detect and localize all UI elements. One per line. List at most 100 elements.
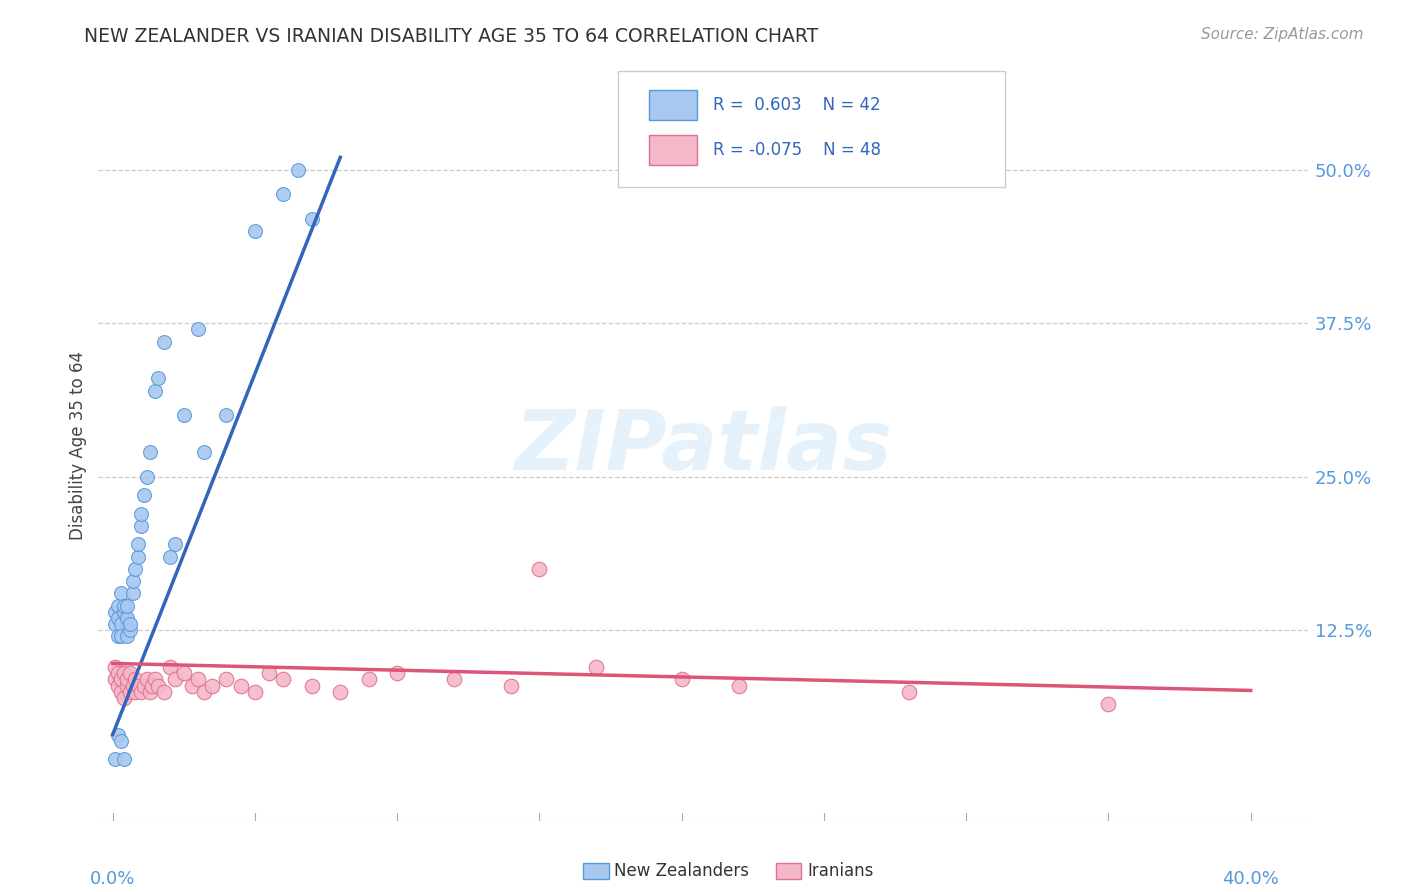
Point xyxy=(301,211,323,226)
Point xyxy=(104,617,127,632)
Text: Iranians: Iranians xyxy=(807,862,873,880)
Point xyxy=(243,684,266,698)
Point xyxy=(138,684,160,698)
Point xyxy=(110,684,132,698)
Point xyxy=(104,752,127,766)
Point xyxy=(115,599,138,613)
Point xyxy=(118,617,141,632)
Point xyxy=(104,660,127,674)
Point xyxy=(181,679,204,693)
Text: NEW ZEALANDER VS IRANIAN DISABILITY AGE 35 TO 64 CORRELATION CHART: NEW ZEALANDER VS IRANIAN DISABILITY AGE … xyxy=(84,27,818,45)
Point xyxy=(898,684,921,698)
Point xyxy=(193,445,215,459)
Point xyxy=(146,679,169,693)
Point xyxy=(257,666,280,681)
Point xyxy=(215,409,238,423)
Text: Source: ZipAtlas.com: Source: ZipAtlas.com xyxy=(1201,27,1364,42)
Point xyxy=(187,673,209,687)
Point xyxy=(104,605,127,619)
Point xyxy=(118,666,141,681)
Point xyxy=(201,679,224,693)
Point xyxy=(146,371,169,385)
Point xyxy=(499,679,522,693)
Point xyxy=(110,586,132,600)
Point xyxy=(329,684,352,698)
Point xyxy=(107,679,129,693)
Point xyxy=(124,562,146,576)
Point xyxy=(118,624,141,638)
Point xyxy=(159,549,181,564)
Point xyxy=(273,673,295,687)
Point xyxy=(112,605,135,619)
Point xyxy=(153,334,176,349)
Point xyxy=(727,679,749,693)
Point xyxy=(124,684,146,698)
Point xyxy=(121,586,143,600)
Point xyxy=(115,673,138,687)
Text: ZIPatlas: ZIPatlas xyxy=(515,406,891,486)
Point xyxy=(273,187,295,202)
Point xyxy=(141,679,163,693)
Point xyxy=(287,162,309,177)
Point xyxy=(112,752,135,766)
Point xyxy=(193,684,215,698)
Point xyxy=(135,469,157,483)
Point xyxy=(118,684,141,698)
Point xyxy=(138,445,160,459)
Point xyxy=(115,629,138,643)
Text: New Zealanders: New Zealanders xyxy=(614,862,749,880)
Point xyxy=(107,599,129,613)
Point xyxy=(215,673,238,687)
Text: 0.0%: 0.0% xyxy=(90,870,135,888)
Point xyxy=(529,562,551,576)
Point xyxy=(129,519,152,533)
Point xyxy=(110,617,132,632)
Point xyxy=(127,549,149,564)
Point xyxy=(165,537,187,551)
Point xyxy=(301,679,323,693)
Point xyxy=(107,728,129,742)
Point xyxy=(129,684,152,698)
Point xyxy=(585,660,607,674)
Point xyxy=(173,409,195,423)
Point xyxy=(107,611,129,625)
Point xyxy=(115,679,138,693)
Point xyxy=(243,224,266,238)
Point xyxy=(121,679,143,693)
Point xyxy=(115,611,138,625)
Point xyxy=(104,673,127,687)
Bar xyxy=(648,135,697,165)
Point xyxy=(129,507,152,521)
Text: 40.0%: 40.0% xyxy=(1222,870,1279,888)
Point xyxy=(124,673,146,687)
Point xyxy=(132,488,155,502)
Point xyxy=(357,673,380,687)
Point xyxy=(132,679,155,693)
Point xyxy=(1097,697,1119,711)
Point xyxy=(229,679,252,693)
Point xyxy=(121,574,143,588)
Point xyxy=(112,666,135,681)
Point xyxy=(127,679,149,693)
Text: R = -0.075    N = 48: R = -0.075 N = 48 xyxy=(713,141,880,159)
Point xyxy=(112,599,135,613)
Point xyxy=(671,673,693,687)
Point xyxy=(165,673,187,687)
Point xyxy=(443,673,465,687)
Point xyxy=(107,629,129,643)
Point xyxy=(143,673,166,687)
Point xyxy=(127,537,149,551)
Point xyxy=(112,690,135,705)
Point xyxy=(153,684,176,698)
Point xyxy=(159,660,181,674)
Point xyxy=(143,384,166,398)
Bar xyxy=(648,90,697,120)
Text: R =  0.603    N = 42: R = 0.603 N = 42 xyxy=(713,96,880,114)
Point xyxy=(110,673,132,687)
Point xyxy=(135,673,157,687)
Point xyxy=(173,666,195,681)
FancyBboxPatch shape xyxy=(619,71,1005,187)
Point xyxy=(107,666,129,681)
Point xyxy=(110,629,132,643)
Point xyxy=(385,666,408,681)
